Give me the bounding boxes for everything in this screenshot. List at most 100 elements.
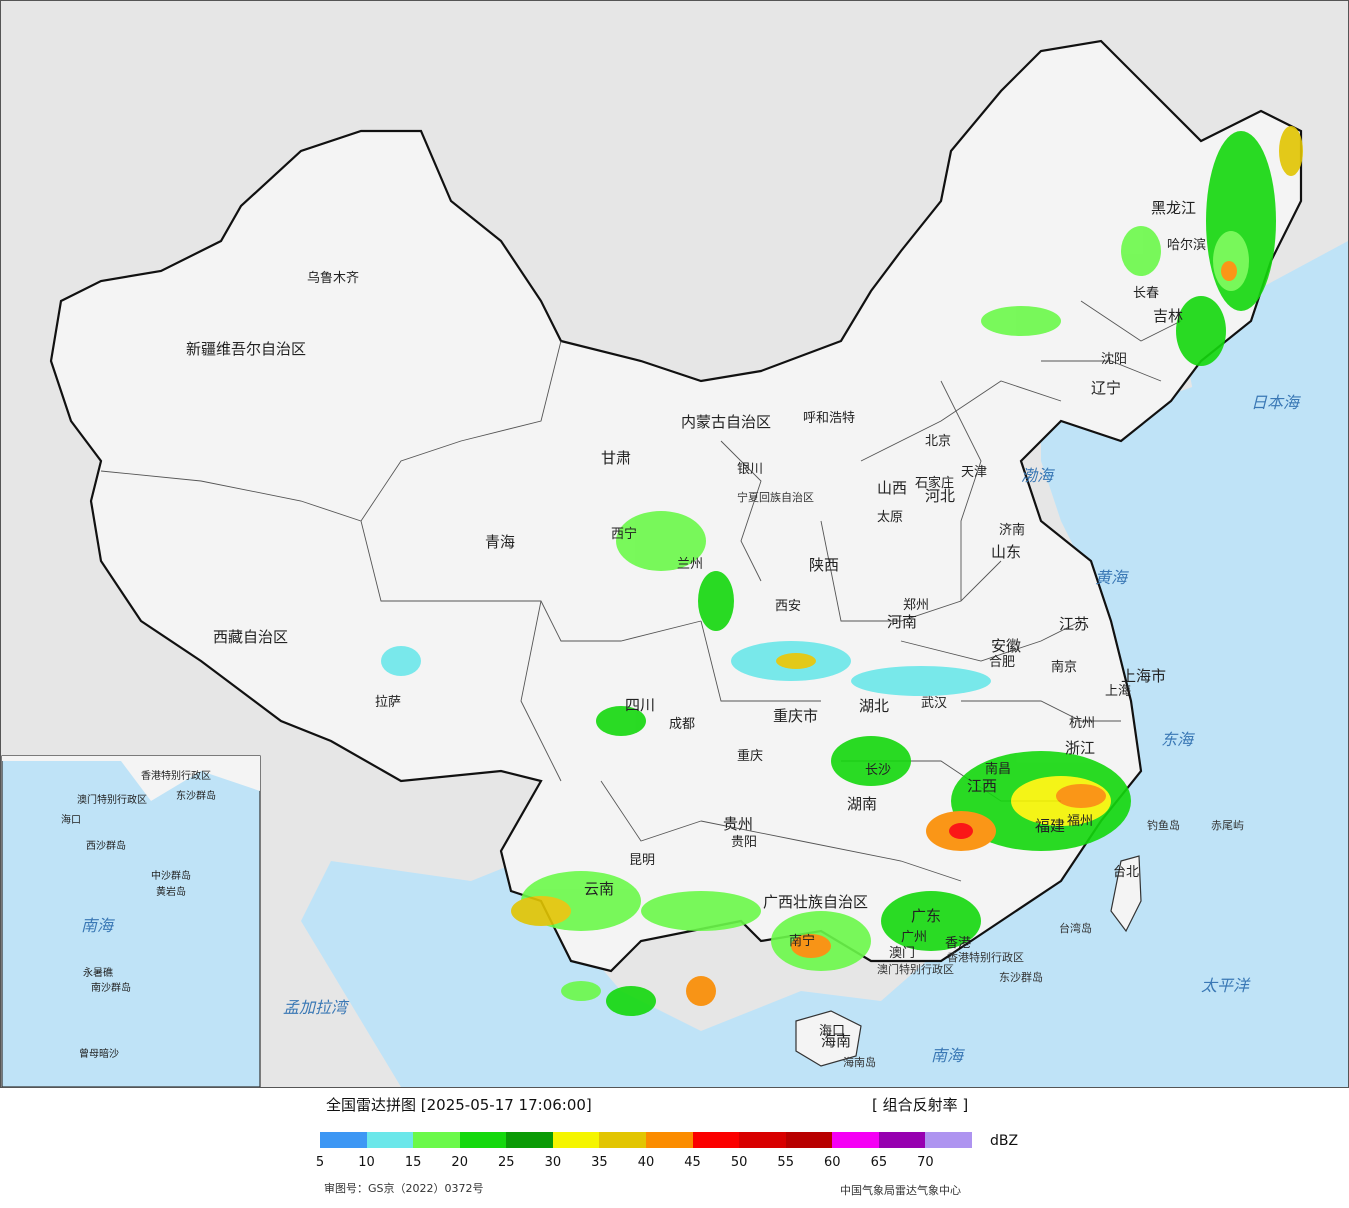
- city-urumqi: 乌鲁木齐: [307, 270, 359, 286]
- legend-title: 全国雷达拼图 [2025-05-17 17:06:00]: [326, 1096, 592, 1114]
- city-xining: 西宁: [611, 526, 637, 542]
- inset-label-nanhai: 南海: [81, 916, 115, 935]
- legend-swatch: [739, 1132, 786, 1148]
- legend-tick-label: 25: [498, 1155, 515, 1170]
- label-sea-of-japan: 日本海: [1251, 393, 1301, 412]
- inset-label-hk-sar: 香港特别行政区: [141, 769, 211, 782]
- city-nanning: 南宁: [789, 933, 815, 949]
- legend-swatch: [506, 1132, 553, 1148]
- label-guangxi: 广西壮族自治区: [763, 893, 868, 911]
- radar-echoes: [381, 126, 1303, 1016]
- label-hongkong-sar: 香港特别行政区: [947, 950, 1024, 964]
- city-guiyang: 贵阳: [731, 835, 757, 850]
- label-hebei: 河北: [925, 487, 955, 505]
- city-wuhan: 武汉: [921, 696, 947, 711]
- legend-swatch: [459, 1132, 507, 1148]
- legend-tick-label: 15: [404, 1155, 422, 1170]
- legend-panel: 全国雷达拼图 [2025-05-17 17:06:00] [ 组合反射率 ] d…: [0, 1088, 1349, 1208]
- city-hongkong: 香港: [945, 936, 971, 951]
- city-labels: 乌鲁木齐 拉萨 西宁 兰州 银川 呼和浩特 北京 天津 石家庄 太原 济南 郑州…: [307, 237, 1206, 1039]
- legend-swatch: [785, 1132, 833, 1148]
- city-yinchuan: 银川: [737, 462, 763, 477]
- inset-label-zengmu: 曾母暗沙: [79, 1047, 119, 1060]
- taiwan-island: [1110, 855, 1142, 933]
- label-jilin: 吉林: [1153, 307, 1183, 325]
- legend-tick-label: 60: [824, 1155, 841, 1170]
- label-macao-sar: 澳门特别行政区: [877, 962, 954, 976]
- legend-product: [ 组合反射率 ]: [872, 1096, 969, 1114]
- legend-swatch: [366, 1132, 414, 1148]
- legend-color-bar: [320, 1132, 972, 1148]
- legend-swatch: [692, 1132, 740, 1148]
- city-shijiazhuang: 石家庄: [915, 475, 954, 491]
- legend-swatch: [645, 1132, 693, 1148]
- label-sichuan: 四川: [625, 696, 655, 714]
- city-shenyang: 沈阳: [1101, 352, 1127, 367]
- province-borders: [100, 300, 1182, 882]
- label-hunan: 湖南: [847, 795, 877, 813]
- legend-swatch: [413, 1132, 460, 1148]
- label-yunnan: 云南: [584, 880, 614, 898]
- city-shanghai: 上海: [1105, 684, 1131, 699]
- city-lhasa: 拉萨: [375, 695, 401, 710]
- legend-tick-label: 45: [684, 1155, 701, 1170]
- label-taiwan-island: 台湾岛: [1059, 921, 1092, 935]
- inset-labels: 南海 东沙群岛 西沙群岛 中沙群岛 黄岩岛 南沙群岛 永暑礁 曾母暗沙 海口 香…: [61, 769, 216, 1060]
- label-dongsha: 东沙群岛: [999, 970, 1043, 984]
- radar-map: 新疆维吾尔自治区 西藏自治区 青海 甘肃 内蒙古自治区 四川 云南 贵州 陕西 …: [0, 0, 1349, 1088]
- city-guangzhou: 广州: [901, 930, 927, 945]
- city-tianjin: 天津: [961, 465, 987, 480]
- city-nanjing: 南京: [1051, 659, 1077, 675]
- city-harbin: 哈尔滨: [1167, 237, 1206, 253]
- legend-unit: dBZ: [990, 1133, 1019, 1149]
- hainan-island: [795, 1010, 862, 1067]
- legend-tick-label: 50: [730, 1155, 748, 1170]
- city-lanzhou: 兰州: [677, 557, 703, 572]
- legend-tick-label: 40: [637, 1155, 655, 1170]
- city-kunming: 昆明: [629, 853, 655, 868]
- legend-swatch: [925, 1132, 972, 1148]
- label-xinjiang: 新疆维吾尔自治区: [186, 340, 306, 358]
- label-shanxi: 山西: [877, 479, 907, 497]
- label-liaoning: 辽宁: [1091, 379, 1121, 397]
- label-shanghai-shi: 上海市: [1121, 667, 1166, 685]
- label-nanhai: 南海: [931, 1046, 965, 1065]
- city-hangzhou: 杭州: [1069, 716, 1095, 731]
- city-fuzhou: 福州: [1067, 814, 1093, 829]
- label-heilongjiang: 黑龙江: [1151, 199, 1196, 217]
- city-beijing: 北京: [925, 434, 951, 449]
- label-guangdong: 广东: [911, 907, 941, 925]
- city-chengdu: 成都: [669, 717, 695, 732]
- city-zhengzhou: 郑州: [903, 598, 929, 613]
- city-hohhot: 呼和浩特: [803, 411, 855, 426]
- legend-swatch: [878, 1132, 926, 1148]
- city-jinan: 济南: [999, 522, 1025, 538]
- label-jiangxi: 江西: [967, 777, 997, 795]
- city-chongqing: 重庆: [737, 748, 763, 764]
- label-xizang: 西藏自治区: [213, 628, 288, 646]
- city-haikou: 海口: [819, 1024, 845, 1039]
- city-macao: 澳门: [889, 945, 915, 961]
- legend-tick-label: 55: [777, 1155, 794, 1170]
- legend-swatch: [599, 1132, 646, 1148]
- legend-swatch: [832, 1132, 879, 1148]
- label-chiwei: 赤尾屿: [1211, 819, 1244, 832]
- inset-map: [1, 755, 261, 1087]
- label-henan: 河南: [887, 613, 917, 631]
- legend-tick-label: 65: [870, 1155, 888, 1170]
- label-shaanxi: 陕西: [809, 556, 839, 574]
- city-xian: 西安: [775, 599, 801, 614]
- inset-label-zhongsha: 中沙群岛: [151, 869, 191, 882]
- label-jiangsu: 江苏: [1059, 615, 1089, 633]
- label-qinghai: 青海: [485, 533, 515, 551]
- inset-label-huangyan: 黄岩岛: [156, 885, 186, 898]
- label-pacific: 太平洋: [1201, 976, 1251, 995]
- label-bay-of-bengal: 孟加拉湾: [283, 998, 350, 1017]
- label-diaoyu: 钓鱼岛: [1147, 818, 1180, 832]
- label-huanghai: 黄海: [1095, 568, 1129, 587]
- inset-label-nansha: 南沙群岛: [91, 981, 131, 994]
- inset-label-yongshu: 永暑礁: [83, 966, 113, 979]
- city-changchun: 长春: [1133, 286, 1159, 301]
- city-taiyuan: 太原: [877, 510, 903, 525]
- label-shandong: 山东: [991, 543, 1021, 561]
